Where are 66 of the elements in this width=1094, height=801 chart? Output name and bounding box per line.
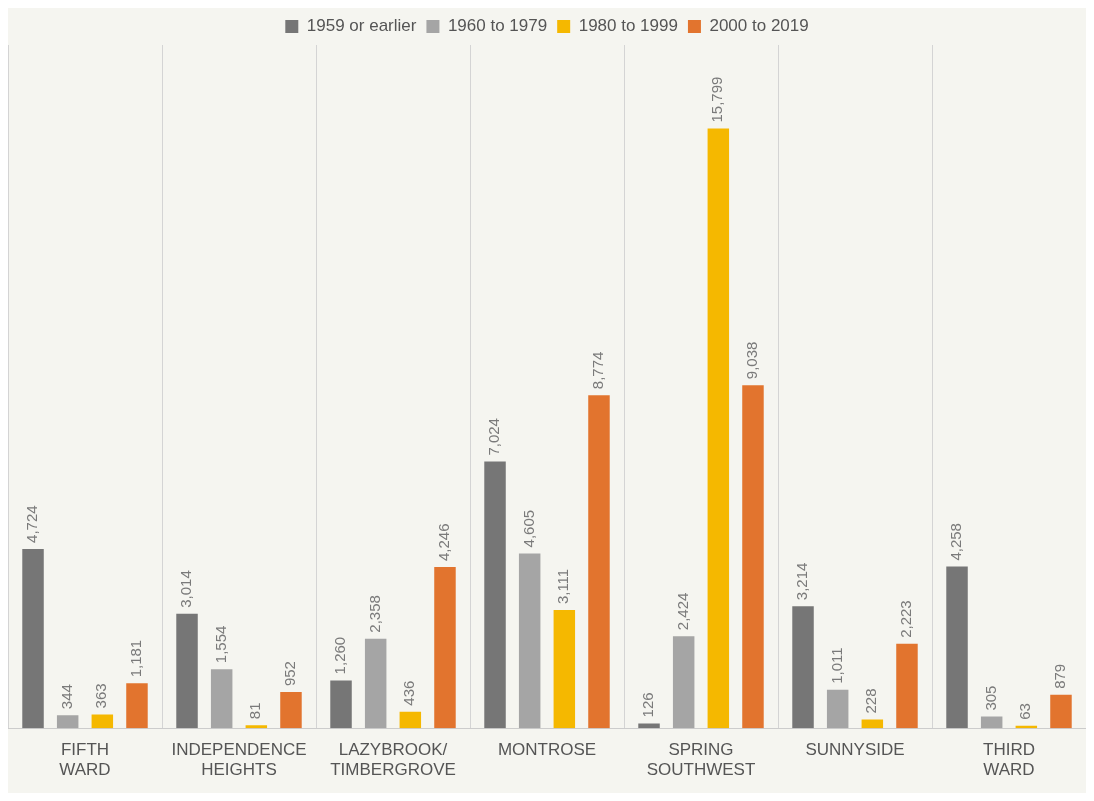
bar	[1050, 694, 1072, 729]
data-label: 4,258	[947, 523, 965, 561]
data-label: 4,724	[23, 505, 41, 543]
data-label: 4,246	[435, 523, 453, 562]
bar	[826, 689, 849, 729]
data-label: 81	[246, 702, 264, 720]
bar	[861, 719, 884, 729]
bar	[245, 725, 268, 729]
bar	[896, 643, 918, 729]
bar	[672, 636, 695, 729]
bar	[484, 461, 506, 729]
bar	[22, 548, 44, 729]
data-label: 436	[400, 680, 418, 706]
legend-label: 2000 to 2019	[709, 16, 809, 36]
data-label: 1,554	[211, 625, 229, 664]
data-label: 8,774	[589, 351, 607, 390]
bar	[588, 395, 610, 729]
data-label: 228	[862, 688, 880, 714]
bar	[210, 669, 233, 729]
data-label: 2,223	[897, 600, 915, 638]
bar	[56, 715, 79, 729]
x-tick-label: FIFTH WARD	[59, 740, 111, 780]
data-label: 1,181	[127, 639, 145, 678]
data-label: 126	[639, 692, 657, 718]
legend-label: 1959 or earlier	[306, 16, 417, 36]
bar	[946, 566, 968, 729]
x-tick-label: LAZYBROOK/ TIMBERGROVE	[330, 740, 456, 780]
x-tick-label: THIRD WARD	[983, 740, 1035, 780]
bar	[126, 683, 148, 729]
data-label: 879	[1051, 663, 1069, 689]
bar	[638, 723, 660, 729]
data-label: 2,424	[673, 592, 691, 631]
data-label: 63	[1016, 703, 1034, 720]
data-label: 7,024	[485, 418, 503, 456]
data-label: 2,358	[365, 595, 383, 633]
bar	[980, 716, 1003, 729]
bar	[280, 692, 302, 729]
data-label: 3,214	[793, 562, 811, 601]
legend-label: 1980 to 1999	[578, 16, 678, 36]
x-tick-label: INDEPENDENCE HEIGHTS	[171, 740, 307, 780]
legend-label: 1960 to 1979	[447, 16, 548, 36]
bar	[518, 553, 541, 729]
bar	[364, 638, 387, 729]
x-tick-label: MONTROSE	[497, 740, 597, 760]
data-label: 3,111	[554, 568, 572, 605]
x-tick-label: SPRING SOUTHWEST	[646, 740, 756, 780]
data-label: 3,014	[177, 570, 195, 608]
data-label: 1,260	[331, 636, 349, 675]
data-label: 363	[92, 683, 110, 709]
x-tick-label: SUNNYSIDE	[805, 740, 905, 760]
bar	[399, 711, 422, 729]
bar	[176, 613, 198, 729]
data-label: 952	[281, 661, 299, 687]
data-label: 305	[981, 685, 999, 711]
data-label: 9,038	[743, 341, 761, 380]
data-label: 1,011	[827, 647, 845, 684]
bar	[742, 385, 764, 729]
bar	[792, 606, 814, 729]
bar	[91, 714, 114, 729]
data-label: 15,799	[708, 76, 726, 123]
bar	[434, 567, 456, 729]
bar	[330, 680, 352, 729]
data-label: 344	[57, 684, 75, 710]
bar	[707, 128, 730, 729]
bar	[553, 610, 576, 729]
data-label: 4,605	[519, 509, 537, 548]
